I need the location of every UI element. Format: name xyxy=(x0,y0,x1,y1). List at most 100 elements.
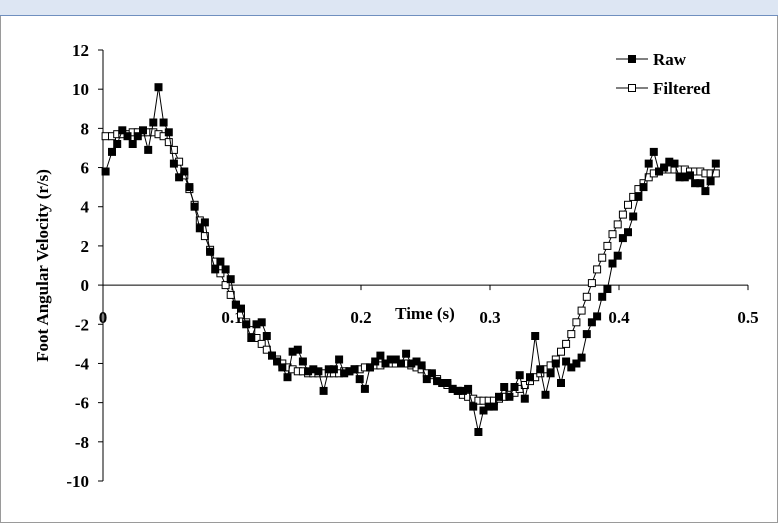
x-tick-label: 0.3 xyxy=(479,308,500,327)
data-point-filtered xyxy=(257,339,266,348)
data-point-raw xyxy=(298,357,307,366)
data-point-raw xyxy=(216,257,225,266)
data-point-filtered xyxy=(603,241,612,250)
data-point-filtered xyxy=(557,347,565,356)
data-point-raw xyxy=(154,83,163,92)
data-point-raw xyxy=(608,259,617,268)
data-point-filtered xyxy=(618,210,627,219)
data-point-raw xyxy=(314,367,323,376)
series-line-raw xyxy=(105,87,717,433)
data-point-raw xyxy=(593,312,602,321)
y-tick-label: -8 xyxy=(75,433,89,452)
data-point-raw xyxy=(634,192,643,201)
data-point-raw xyxy=(101,167,110,176)
data-point-raw xyxy=(185,183,194,192)
series-layer xyxy=(101,83,720,436)
legend: Raw Filtered xyxy=(616,50,711,98)
data-point-raw xyxy=(237,304,245,313)
x-tick-label: 0 xyxy=(99,308,108,327)
data-point-raw xyxy=(268,351,276,360)
data-point-filtered xyxy=(593,265,602,274)
y-tick-label: -6 xyxy=(75,394,89,413)
data-point-raw xyxy=(164,128,173,137)
data-point-raw xyxy=(366,363,374,372)
data-point-raw xyxy=(603,285,612,293)
data-point-filtered xyxy=(169,145,178,154)
data-point-raw xyxy=(711,159,720,168)
data-point-raw xyxy=(175,173,184,182)
data-point-raw xyxy=(422,375,431,384)
data-point-raw xyxy=(701,187,710,196)
data-point-filtered xyxy=(608,230,617,239)
data-point-raw xyxy=(128,140,137,148)
y-tick-label: 12 xyxy=(72,41,89,60)
legend-filtered-label: Filtered xyxy=(653,79,711,98)
data-point-raw xyxy=(144,145,153,154)
data-point-raw xyxy=(670,159,679,168)
data-point-raw xyxy=(531,332,540,340)
data-point-raw xyxy=(474,428,483,436)
x-tick-label: 0.4 xyxy=(608,308,630,327)
x-tick-label: 0.2 xyxy=(350,308,371,327)
data-point-raw xyxy=(206,247,215,256)
legend-raw-label: Raw xyxy=(653,50,687,69)
data-point-raw xyxy=(536,365,545,374)
data-point-raw xyxy=(587,318,596,327)
data-point-filtered xyxy=(598,253,607,262)
data-point-filtered xyxy=(567,330,576,339)
data-point-filtered xyxy=(577,306,586,315)
data-point-raw xyxy=(133,132,142,141)
data-point-raw xyxy=(247,334,256,342)
data-point-raw xyxy=(629,212,638,221)
data-point-raw xyxy=(557,379,565,387)
y-tick-label: 2 xyxy=(81,237,90,256)
legend-filtered-marker xyxy=(628,84,636,92)
data-point-raw xyxy=(515,371,524,380)
data-point-raw xyxy=(546,369,555,378)
data-point-raw xyxy=(649,147,658,156)
data-point-raw xyxy=(464,384,473,393)
data-point-raw xyxy=(427,369,436,378)
data-point-filtered xyxy=(582,292,591,301)
data-point-raw xyxy=(262,332,271,340)
data-point-raw xyxy=(371,357,380,366)
x-axis-title: Time (s) xyxy=(395,304,455,323)
data-point-raw xyxy=(618,234,627,243)
data-point-raw xyxy=(582,330,591,339)
data-point-filtered xyxy=(200,232,209,241)
data-point-raw xyxy=(598,292,607,301)
data-point-raw xyxy=(639,183,648,192)
data-point-raw xyxy=(706,177,715,186)
data-point-raw xyxy=(402,349,411,358)
data-point-filtered xyxy=(624,200,632,209)
data-point-raw xyxy=(319,386,328,395)
data-point-raw xyxy=(443,379,452,387)
y-tick-label: 4 xyxy=(81,198,90,217)
data-point-filtered xyxy=(711,169,720,178)
window-top-band xyxy=(0,0,778,16)
data-point-raw xyxy=(278,363,287,372)
data-point-raw xyxy=(195,224,204,233)
y-tick-label: -2 xyxy=(75,315,89,334)
x-tick-label: 0.5 xyxy=(737,308,758,327)
data-point-raw xyxy=(644,159,653,168)
data-point-filtered xyxy=(164,138,173,147)
data-point-raw xyxy=(417,361,426,370)
data-point-raw xyxy=(169,159,178,168)
data-point-raw xyxy=(489,402,498,411)
y-tick-label: -10 xyxy=(66,472,89,491)
data-point-raw xyxy=(190,202,199,211)
legend-raw-marker xyxy=(628,55,636,63)
y-tick-label: -4 xyxy=(75,354,90,373)
data-point-raw xyxy=(360,384,369,393)
data-point-raw xyxy=(613,251,622,260)
data-point-raw xyxy=(510,383,519,391)
data-point-filtered xyxy=(613,220,622,229)
data-point-raw xyxy=(139,126,147,135)
data-point-raw xyxy=(526,373,534,382)
data-point-raw xyxy=(500,383,509,391)
y-tick-label: 0 xyxy=(81,276,90,295)
